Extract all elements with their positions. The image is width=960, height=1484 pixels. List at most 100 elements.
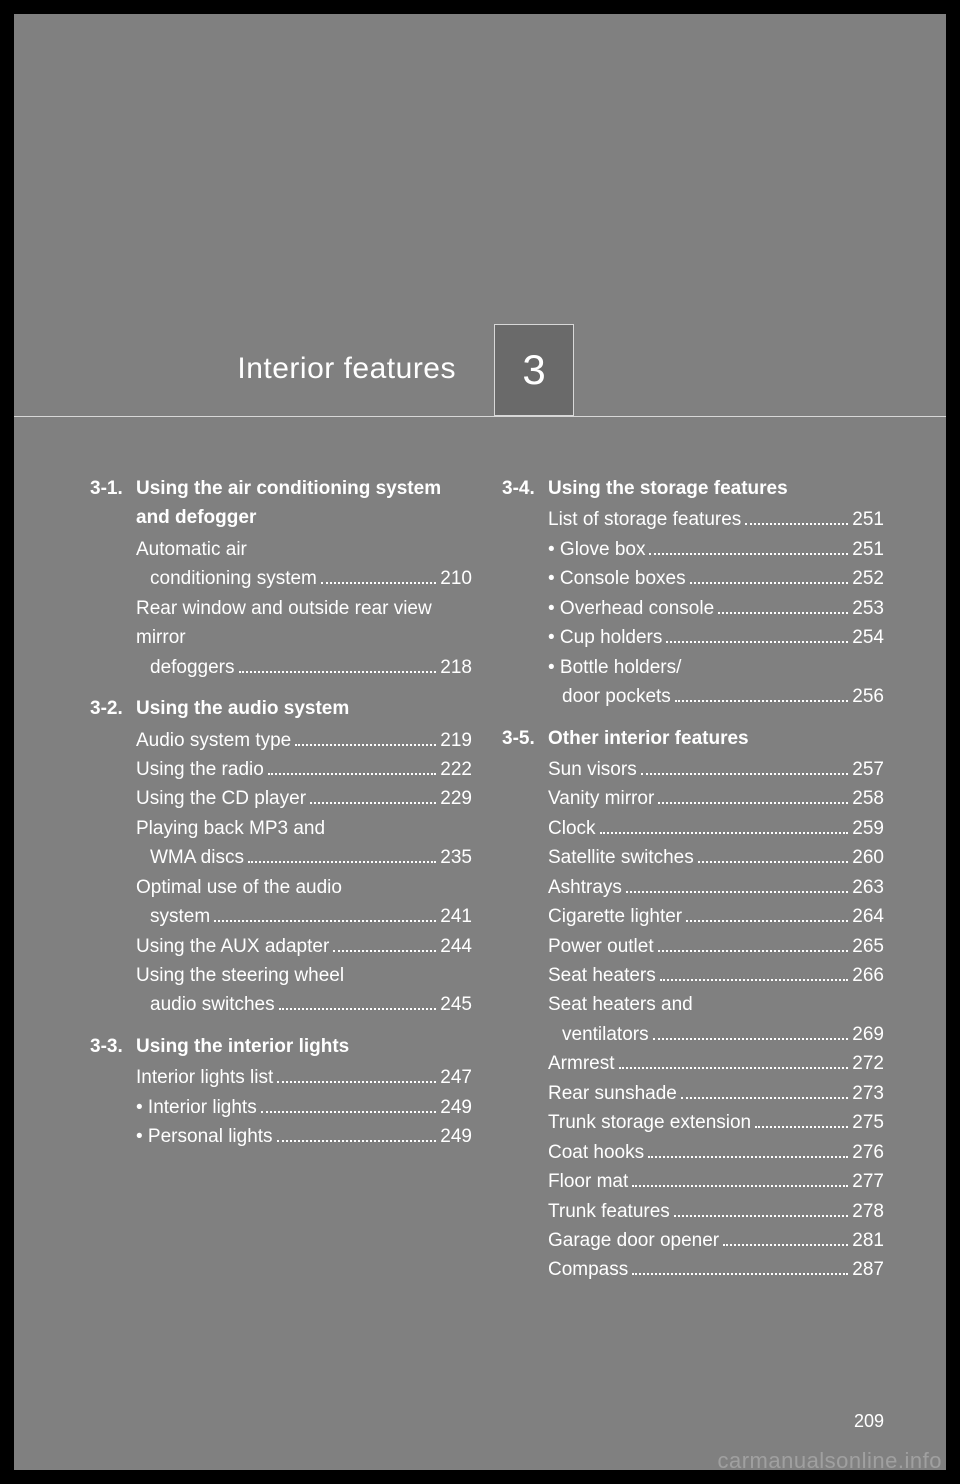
entry-page: 263 [852,873,884,902]
entry-row: Clock259 [548,814,884,843]
entry-page: 265 [852,932,884,961]
entry-row: system241 [136,902,472,931]
leader-dots [295,729,436,745]
leader-dots [653,1024,849,1040]
entry-label: • Interior lights [136,1093,257,1122]
entry-pre-line: • Bottle holders/ [548,653,884,682]
leader-dots [641,759,849,775]
leader-dots [268,759,437,775]
watermark: carmanualsonline.info [717,1448,942,1474]
leader-dots [600,818,849,834]
leader-dots [279,994,437,1010]
entry-label: Trunk features [548,1197,670,1226]
entry-row: Vanity mirror 258 [548,784,884,813]
section-entries: List of storage features251• Glove box 25… [502,505,884,711]
toc-entry: Playing back MP3 andWMA discs235 [136,814,472,873]
leader-dots [648,1141,848,1157]
chapter-number: 3 [522,346,545,394]
entry-label: Ashtrays [548,873,622,902]
entry-row: audio switches245 [136,990,472,1019]
entry-label: Sun visors [548,755,637,784]
leader-dots [755,1112,848,1128]
entry-page: 249 [440,1122,472,1151]
section-heading: 3-1.Using the air conditioning system an… [90,474,472,533]
entry-label: Audio system type [136,726,291,755]
entry-label: • Personal lights [136,1122,273,1151]
entry-label: Using the CD player [136,784,306,813]
entry-label: door pockets [562,682,671,711]
toc-entry: Rear window and outside rear view mirror… [136,594,472,682]
entry-row: door pockets256 [548,682,884,711]
section-number: 3-1. [90,474,136,533]
toc-entry: Ashtrays 263 [548,873,884,902]
toc-entry: Using the AUX adapter244 [136,932,472,961]
toc-entry: Optimal use of the audiosystem241 [136,873,472,932]
entry-row: Satellite switches260 [548,843,884,872]
leader-dots [310,788,436,804]
entry-page: 258 [852,784,884,813]
entry-label: Rear sunshade [548,1079,677,1108]
toc-entry: • Bottle holders/door pockets256 [548,653,884,712]
entry-page: 277 [852,1167,884,1196]
section-title: Using the air conditioning system and de… [136,474,472,533]
entry-page: 260 [852,843,884,872]
toc-entry: Floor mat277 [548,1167,884,1196]
toc-entry: Rear sunshade273 [548,1079,884,1108]
entry-row: Audio system type219 [136,726,472,755]
toc-column-right: 3-4.Using the storage featuresList of st… [502,474,884,1297]
leader-dots [277,1067,436,1083]
entry-page: 269 [852,1020,884,1049]
entry-pre-line: Using the steering wheel [136,961,472,990]
page-number: 209 [854,1411,884,1432]
section-number: 3-5. [502,724,548,753]
toc-entry: Sun visors257 [548,755,884,784]
leader-dots [674,1200,849,1216]
entry-page: 218 [440,653,472,682]
entry-row: Interior lights list 247 [136,1063,472,1092]
entry-row: List of storage features251 [548,505,884,534]
entry-label: Interior lights list [136,1063,273,1092]
section-number: 3-2. [90,694,136,723]
section-number: 3-4. [502,474,548,503]
entry-row: Armrest272 [548,1049,884,1078]
leader-dots [619,1053,849,1069]
entry-page: 251 [852,535,884,564]
entry-label: Using the radio [136,755,264,784]
toc-entry: • Console boxes252 [548,564,884,593]
leader-dots [723,1230,848,1246]
entry-row: Garage door opener281 [548,1226,884,1255]
leader-dots [626,877,848,893]
entry-row: Sun visors257 [548,755,884,784]
leader-dots [239,656,437,672]
entry-row: Compass287 [548,1255,884,1284]
entry-label: defoggers [150,653,235,682]
entry-label: Vanity mirror [548,784,654,813]
leader-dots [214,906,436,922]
entry-row: Cigarette lighter264 [548,902,884,931]
toc-entry: Audio system type219 [136,726,472,755]
section-number: 3-3. [90,1032,136,1061]
horizontal-rule [14,416,946,417]
section-title: Using the interior lights [136,1032,472,1061]
entry-page: 210 [440,564,472,593]
entry-page: 229 [440,784,472,813]
entry-label: • Glove box [548,535,645,564]
chapter-title: Interior features [237,352,456,386]
toc-entry: Seat heaters andventilators269 [548,990,884,1049]
entry-row: • Interior lights249 [136,1093,472,1122]
entry-label: Power outlet [548,932,654,961]
entry-page: 247 [440,1063,472,1092]
entry-page: 259 [852,814,884,843]
entry-label: Coat hooks [548,1138,644,1167]
entry-page: 252 [852,564,884,593]
section-entries: Sun visors257Vanity mirror 258Clock259Sat… [502,755,884,1285]
entry-page: 235 [440,843,472,872]
entry-row: Seat heaters266 [548,961,884,990]
toc-entry: • Overhead console253 [548,594,884,623]
entry-row: Using the AUX adapter244 [136,932,472,961]
entry-row: Using the radio222 [136,755,472,784]
section-heading: 3-5.Other interior features [502,724,884,753]
toc-entry: • Interior lights249 [136,1093,472,1122]
entry-row: Floor mat277 [548,1167,884,1196]
entry-label: Compass [548,1255,628,1284]
